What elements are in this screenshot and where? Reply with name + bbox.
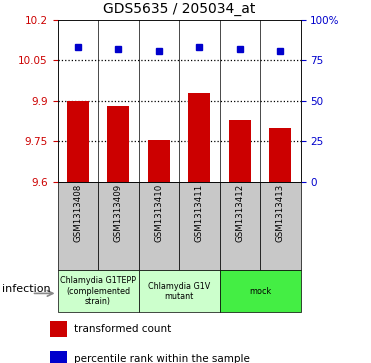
Bar (50, 321, 68, 337)
Text: mock: mock (249, 287, 271, 296)
Text: GSM1313412: GSM1313412 (235, 184, 244, 242)
Bar (220, 270, 301, 312)
Bar (188, 93, 210, 182)
Bar (220, 182, 260, 270)
Bar (50, 351, 68, 363)
Bar (58, 182, 98, 270)
Bar (98, 182, 138, 270)
Title: GDS5635 / 205034_at: GDS5635 / 205034_at (103, 2, 255, 16)
Bar (107, 106, 129, 182)
Text: GSM1313410: GSM1313410 (154, 184, 163, 242)
Text: GSM1313411: GSM1313411 (195, 184, 204, 242)
Text: percentile rank within the sample: percentile rank within the sample (74, 354, 250, 363)
Bar (260, 182, 301, 270)
Text: infection: infection (2, 284, 50, 294)
Text: GSM1313409: GSM1313409 (114, 184, 123, 242)
Bar (229, 119, 251, 182)
Bar (67, 101, 89, 182)
Text: GSM1313408: GSM1313408 (73, 184, 82, 242)
Text: transformed count: transformed count (74, 324, 171, 334)
Text: GSM1313413: GSM1313413 (276, 184, 285, 242)
Bar (148, 140, 170, 182)
Bar (179, 182, 220, 270)
Bar (138, 270, 220, 312)
Text: Chlamydia G1TEPP
(complemented
strain): Chlamydia G1TEPP (complemented strain) (60, 276, 136, 306)
Text: Chlamydia G1V
mutant: Chlamydia G1V mutant (148, 282, 210, 301)
Bar (269, 128, 291, 182)
Bar (58, 270, 138, 312)
Bar (138, 182, 179, 270)
